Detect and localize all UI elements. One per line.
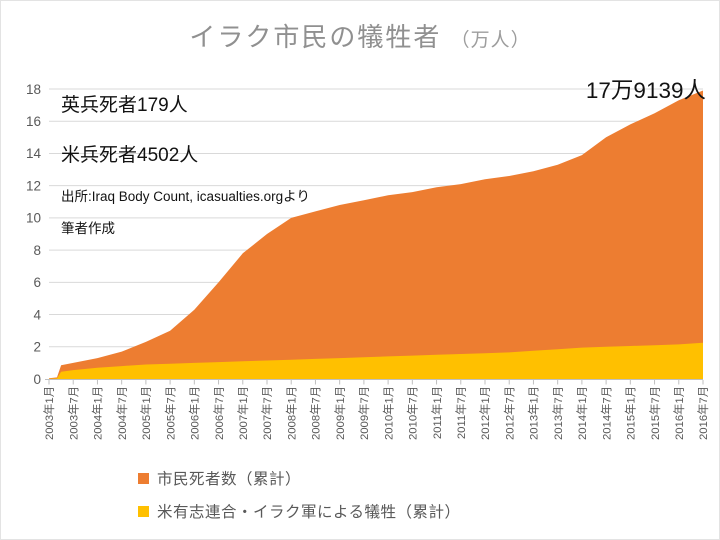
svg-text:2013年1月: 2013年1月 <box>527 386 541 440</box>
annotation-source-line1: 出所:Iraq Body Count, icasualties.orgより <box>61 189 310 204</box>
svg-text:2010年1月: 2010年1月 <box>381 386 395 440</box>
svg-text:2007年7月: 2007年7月 <box>260 386 274 440</box>
legend-label-civilian: 市民死者数（累計） <box>157 471 302 488</box>
svg-text:2004年1月: 2004年1月 <box>91 386 105 440</box>
y-axis-labels: 0 2 4 6 8 10 12 14 16 18 <box>26 82 42 387</box>
svg-text:2011年1月: 2011年1月 <box>430 386 444 439</box>
svg-text:6: 6 <box>33 275 41 290</box>
svg-text:2015年7月: 2015年7月 <box>648 386 662 440</box>
svg-text:10: 10 <box>26 211 41 226</box>
legend-swatch-coalition-icon <box>138 505 149 517</box>
svg-text:2014年7月: 2014年7月 <box>599 386 613 440</box>
x-axis <box>45 379 704 385</box>
svg-text:2004年7月: 2004年7月 <box>115 386 129 440</box>
area-series-0 <box>49 90 703 379</box>
svg-text:12: 12 <box>26 178 41 193</box>
svg-text:2012年1月: 2012年1月 <box>478 386 492 440</box>
chart-title-unit: （万人） <box>450 30 531 51</box>
annotation-source-line2: 筆者作成 <box>61 221 115 236</box>
svg-text:2005年7月: 2005年7月 <box>163 386 177 440</box>
svg-text:2003年1月: 2003年1月 <box>42 386 56 440</box>
svg-text:16: 16 <box>26 114 41 129</box>
svg-text:2011年7月: 2011年7月 <box>454 386 468 439</box>
svg-text:2009年1月: 2009年1月 <box>333 386 347 440</box>
legend-label-coalition: 米有志連合・イラク軍による犠牲（累計） <box>157 504 461 521</box>
svg-text:2005年1月: 2005年1月 <box>139 386 153 440</box>
svg-text:2008年7月: 2008年7月 <box>309 386 323 440</box>
annotation-uk-soldier-deaths: 英兵死者179人 <box>61 95 188 116</box>
svg-text:2016年7月: 2016年7月 <box>696 386 710 440</box>
svg-text:2007年1月: 2007年1月 <box>236 386 250 440</box>
svg-text:2015年1月: 2015年1月 <box>624 386 638 440</box>
chart-title: イラク市民の犠牲者 （万人） <box>1 17 719 54</box>
svg-text:2009年7月: 2009年7月 <box>357 386 371 440</box>
x-axis-labels: 2003年1月 2003年7月 2004年1月 2004年7月 2005年1月 2005年… <box>42 386 710 440</box>
svg-text:2013年7月: 2013年7月 <box>551 386 565 440</box>
svg-text:2006年1月: 2006年1月 <box>188 386 202 440</box>
svg-text:14: 14 <box>26 146 42 161</box>
legend-swatch-civilian-icon <box>138 472 149 484</box>
svg-text:8: 8 <box>33 243 41 258</box>
svg-text:2016年1月: 2016年1月 <box>672 386 686 440</box>
legend: 市民死者数（累計） 米有志連合・イラク軍による犠牲（累計） <box>138 467 461 533</box>
area-series-1 <box>49 342 703 379</box>
annotation-final-total: 17万9139人 <box>585 78 706 103</box>
svg-text:2010年7月: 2010年7月 <box>406 386 420 440</box>
svg-text:2008年1月: 2008年1月 <box>284 386 298 440</box>
svg-text:0: 0 <box>33 372 41 387</box>
svg-text:2003年7月: 2003年7月 <box>66 386 80 440</box>
svg-text:2006年7月: 2006年7月 <box>212 386 226 440</box>
annotation-us-soldier-deaths: 米兵死者4502人 <box>61 145 199 166</box>
svg-text:2: 2 <box>33 340 41 355</box>
svg-text:2014年1月: 2014年1月 <box>575 386 589 440</box>
svg-text:18: 18 <box>26 82 41 97</box>
svg-text:2012年7月: 2012年7月 <box>502 386 516 440</box>
legend-item-civilian-deaths: 市民死者数（累計） <box>138 467 461 489</box>
chart-title-text: イラク市民の犠牲者 <box>189 22 442 52</box>
svg-text:4: 4 <box>33 307 41 322</box>
legend-item-coalition-caused: 米有志連合・イラク軍による犠牲（累計） <box>138 500 461 522</box>
